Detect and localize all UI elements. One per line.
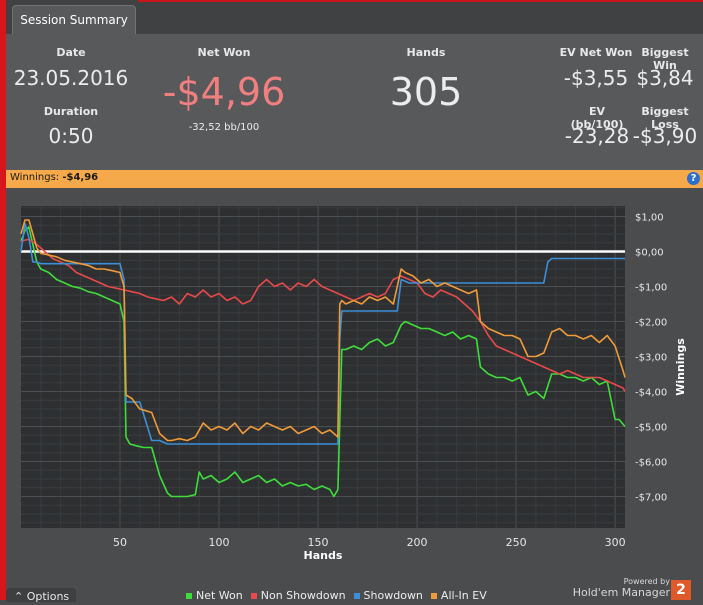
- chevron-up-icon: ⌃: [14, 590, 24, 603]
- brand-logo-icon: 2: [671, 580, 691, 600]
- help-icon[interactable]: ?: [687, 172, 700, 185]
- y-tick-label: -$2,00: [635, 318, 667, 329]
- hands-label: Hands: [406, 46, 446, 59]
- y-tick-label: -$7,00: [635, 493, 667, 504]
- y-tick-label: -$4,00: [635, 388, 667, 399]
- legend-swatch: [430, 593, 437, 599]
- ev-net-won-value: -$3,55: [563, 66, 629, 90]
- x-tick-label: 250: [506, 536, 527, 549]
- date-value: 23.05.2016: [13, 66, 129, 90]
- biggest-win-value: $3,84: [636, 66, 694, 90]
- legend-item[interactable]: Non Showdown: [250, 589, 346, 602]
- date-label: Date: [56, 46, 86, 59]
- y-tick-label: -$6,00: [635, 458, 667, 469]
- tab-session-summary[interactable]: Session Summary: [12, 5, 136, 34]
- x-tick-label: 100: [209, 536, 230, 549]
- powered-by-label: Powered by: [623, 577, 670, 586]
- winnings-value: -$4,96: [62, 172, 99, 183]
- series-line-showdown: [20, 222, 625, 445]
- winnings-label: Winnings:: [10, 172, 60, 183]
- legend-label: All-In EV: [440, 589, 487, 602]
- y-tick-label: -$1,00: [635, 283, 667, 294]
- options-label: Options: [26, 590, 70, 603]
- ev-bb100-label: EV (bb/100): [570, 105, 624, 131]
- plot-background: [21, 206, 625, 528]
- winnings-banner: Winnings: -$4,96 ?: [6, 170, 703, 188]
- legend-swatch: [353, 593, 360, 599]
- legend-item[interactable]: Net Won: [186, 589, 243, 602]
- legend-label: Non Showdown: [260, 589, 346, 602]
- series-line-net-won: [20, 226, 626, 498]
- legend-swatch: [250, 593, 257, 599]
- biggest-loss-label: Biggest Loss: [641, 105, 689, 131]
- legend-item[interactable]: Showdown: [353, 589, 423, 602]
- legend-label: Showdown: [363, 589, 423, 602]
- powered-by: Powered by Hold'em Manager: [570, 577, 670, 600]
- y-axis-label: Winnings: [674, 338, 687, 396]
- x-tick-label: 150: [308, 536, 329, 549]
- winnings-chart: 50 100 150 200 250 300 $1,00 $0,00 -$1,00 -$2,00 -…: [20, 206, 687, 562]
- biggest-win-label: Biggest Win: [641, 46, 689, 72]
- left-red-edge: [0, 0, 6, 600]
- net-won-value: -$4,96: [162, 70, 286, 114]
- y-tick-label: $1,00: [635, 213, 664, 224]
- net-won-label: Net Won: [197, 46, 251, 59]
- x-axis-label: Hands: [304, 549, 343, 562]
- ev-bb100-value: -23,28: [564, 124, 630, 148]
- session-summary-panel: Date 23.05.2016 Duration 0:50 Net Won -$…: [6, 34, 703, 170]
- x-tick-label: 200: [407, 536, 428, 549]
- series-line-non-showdown: [20, 238, 626, 392]
- net-won-bb100: -32,52 bb/100: [188, 122, 260, 133]
- top-red-line: [138, 0, 703, 2]
- biggest-loss-value: -$3,90: [632, 124, 698, 148]
- legend-label: Net Won: [196, 589, 243, 602]
- legend-item[interactable]: All-In EV: [430, 589, 487, 602]
- hands-value: 305: [389, 70, 463, 114]
- duration-value: 0:50: [48, 124, 94, 148]
- legend-swatch: [186, 593, 192, 599]
- ev-net-won-label: EV Net Won: [559, 46, 633, 59]
- y-tick-label: -$3,00: [635, 353, 667, 364]
- brand-name: Hold'em Manager: [572, 586, 670, 599]
- series-line-all-in-ev: [20, 219, 626, 442]
- x-tick-label: 300: [605, 536, 626, 549]
- chart-legend: Net Won Non Showdown Showdown All-In EV: [186, 589, 495, 602]
- winnings-banner-text: Winnings: -$4,96: [10, 172, 98, 183]
- y-tick-label: $0,00: [635, 248, 664, 259]
- x-tick-label: 50: [113, 536, 127, 549]
- winnings-chart-area: 50 100 150 200 250 300 $1,00 $0,00 -$1,00 -$2,00 -…: [6, 188, 703, 600]
- duration-label: Duration: [43, 105, 99, 118]
- y-tick-label: -$5,00: [635, 423, 667, 434]
